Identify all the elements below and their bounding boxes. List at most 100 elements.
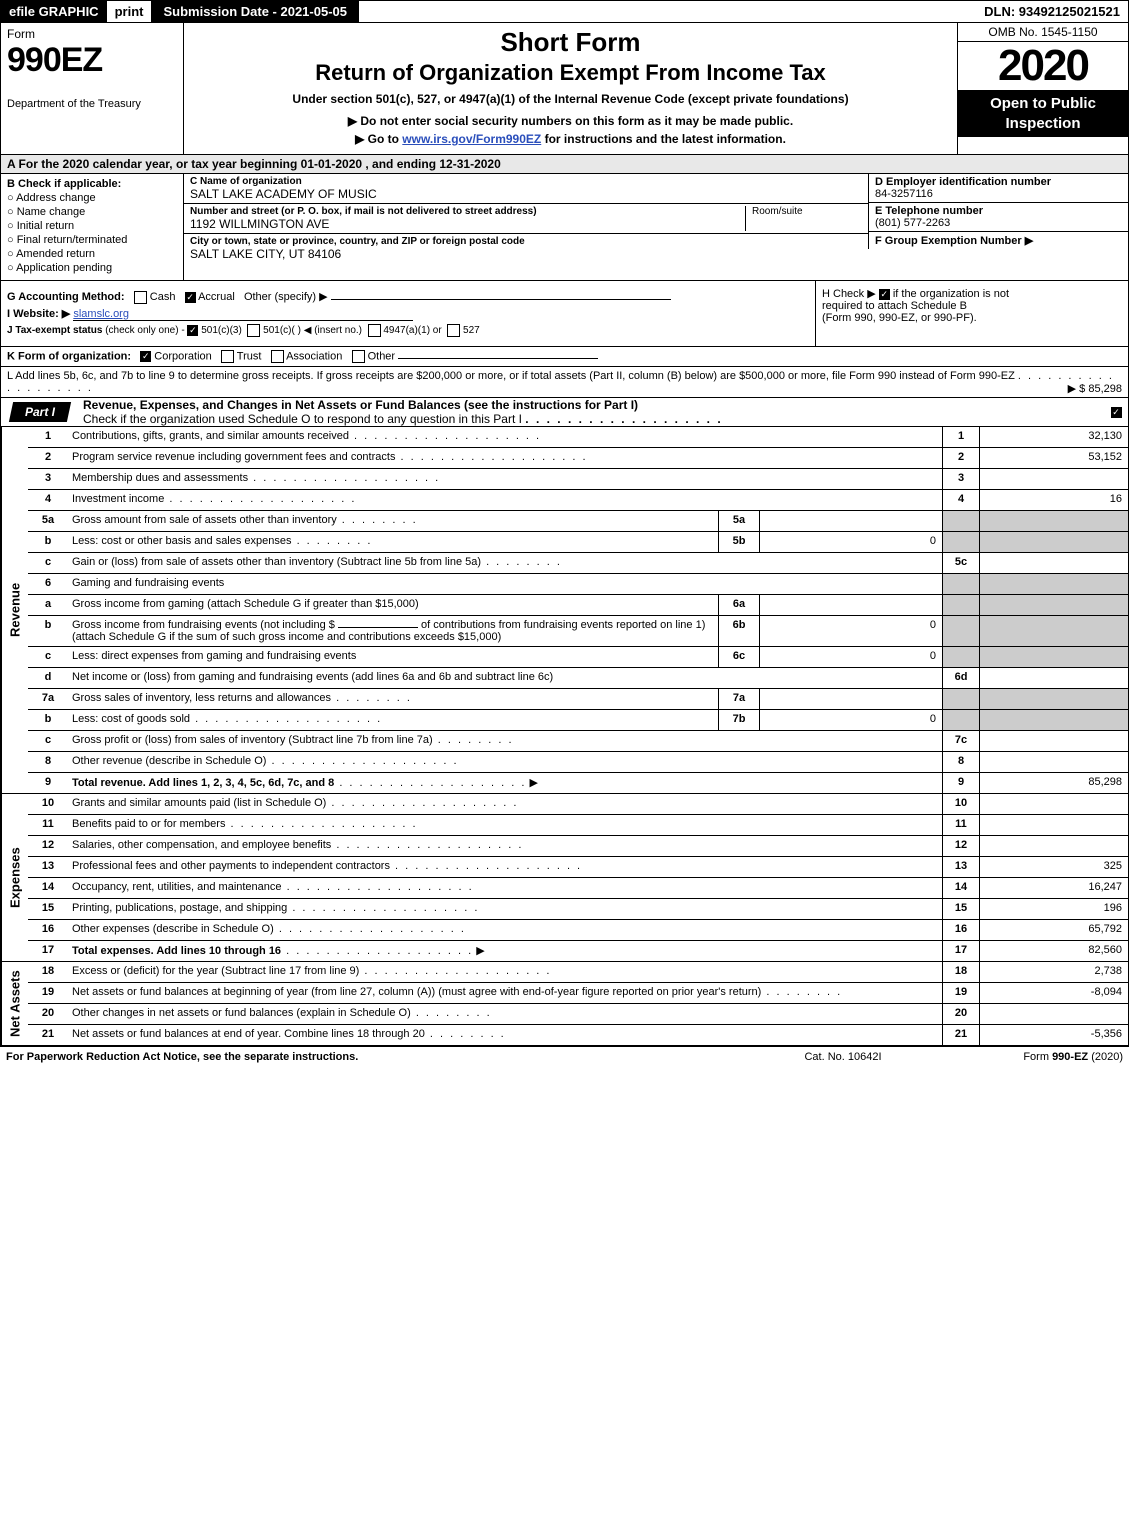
c16: 16 <box>942 920 979 940</box>
k-other-check[interactable] <box>352 350 365 363</box>
c2: 2 <box>942 448 979 468</box>
g-cash: Cash <box>150 291 176 303</box>
revenue-grid: Revenue 1 Contributions, gifts, grants, … <box>0 427 1129 794</box>
c15: 15 <box>942 899 979 919</box>
d12: Salaries, other compensation, and employ… <box>68 836 942 856</box>
line-7b: b Less: cost of goods sold 7b 0 <box>28 709 1128 730</box>
c6-shade <box>942 574 979 594</box>
c12: 12 <box>942 836 979 856</box>
h-checkbox[interactable]: ✓ <box>879 289 890 300</box>
org-name-row: C Name of organization SALT LAKE ACADEMY… <box>184 174 868 204</box>
efile-label: efile GRAPHIC <box>1 1 107 22</box>
d9: Total revenue. Add lines 1, 2, 3, 4, 5c,… <box>68 773 942 793</box>
n8: 8 <box>28 752 68 772</box>
v1: 32,130 <box>979 427 1128 447</box>
k-other-field[interactable] <box>398 358 598 359</box>
ein-value: 84-3257116 <box>875 188 1122 200</box>
part1-title: Revenue, Expenses, and Changes in Net As… <box>83 398 1104 426</box>
c5b-shade <box>942 532 979 552</box>
j-4947-check[interactable] <box>368 324 381 337</box>
c10: 10 <box>942 794 979 814</box>
j-501c-check[interactable] <box>247 324 260 337</box>
page-footer: For Paperwork Reduction Act Notice, see … <box>0 1046 1129 1067</box>
v6b-shade <box>979 616 1128 646</box>
d7a: Gross sales of inventory, less returns a… <box>68 689 718 709</box>
c3: 3 <box>942 469 979 489</box>
part1-checkbox[interactable]: ✓ <box>1104 405 1128 419</box>
v11 <box>979 815 1128 835</box>
header-middle: Short Form Return of Organization Exempt… <box>184 23 957 154</box>
v9: 85,298 <box>979 773 1128 793</box>
v21: -5,356 <box>979 1025 1128 1045</box>
j-opt4: 527 <box>463 325 480 336</box>
accrual-checkbox[interactable]: ✓ <box>185 292 196 303</box>
c5c: 5c <box>942 553 979 573</box>
d5c: Gain or (loss) from sale of assets other… <box>68 553 942 573</box>
line-7c: c Gross profit or (loss) from sales of i… <box>28 730 1128 751</box>
j-527-check[interactable] <box>447 324 460 337</box>
line-g: G Accounting Method: Cash ✓ Accrual Othe… <box>7 290 809 304</box>
ein-label: D Employer identification number <box>875 176 1122 188</box>
c11: 11 <box>942 815 979 835</box>
g-other-field[interactable] <box>331 299 671 300</box>
chk-address-change[interactable]: Address change <box>7 192 177 204</box>
c8: 8 <box>942 752 979 772</box>
g-other: Other (specify) ▶ <box>244 291 328 303</box>
c6a-shade <box>942 595 979 615</box>
line-5c: c Gain or (loss) from sale of assets oth… <box>28 552 1128 573</box>
d17: Total expenses. Add lines 10 through 16 … <box>68 941 942 961</box>
line-16: 16 Other expenses (describe in Schedule … <box>28 919 1128 940</box>
chk-final-return[interactable]: Final return/terminated <box>7 234 177 246</box>
cash-checkbox[interactable] <box>134 291 147 304</box>
chk-application-pending[interactable]: Application pending <box>7 262 177 274</box>
line-2: 2 Program service revenue including gove… <box>28 447 1128 468</box>
c7a-shade <box>942 689 979 709</box>
print-link[interactable]: print <box>107 1 152 22</box>
j-sub: (check only one) - <box>105 325 184 336</box>
spacer <box>359 1 976 22</box>
c6c-shade <box>942 647 979 667</box>
j-501c3-check[interactable]: ✓ <box>187 325 198 336</box>
d6: Gaming and fundraising events <box>68 574 942 594</box>
k-trust-check[interactable] <box>221 350 234 363</box>
n10: 10 <box>28 794 68 814</box>
chk-name-change[interactable]: Name change <box>7 206 177 218</box>
c5a-shade <box>942 511 979 531</box>
d11: Benefits paid to or for members <box>68 815 942 835</box>
irs-link[interactable]: www.irs.gov/Form990EZ <box>402 132 541 146</box>
k-assoc-check[interactable] <box>271 350 284 363</box>
open-public-badge: Open to Public Inspection <box>958 90 1128 137</box>
street-label: Number and street (or P. O. box, if mail… <box>190 206 745 217</box>
box-d: D Employer identification number 84-3257… <box>868 174 1128 203</box>
line-14: 14 Occupancy, rent, utilities, and maint… <box>28 877 1128 898</box>
line-6b: b Gross income from fundraising events (… <box>28 615 1128 646</box>
part1-tab: Part I <box>9 402 71 422</box>
chk-amended-return[interactable]: Amended return <box>7 248 177 260</box>
box-h: H Check ▶ ✓ if the organization is not r… <box>815 281 1128 346</box>
v7c <box>979 731 1128 751</box>
form-word: Form <box>7 27 177 41</box>
line-3: 3 Membership dues and assessments 3 <box>28 468 1128 489</box>
website-link[interactable]: slamslc.org <box>73 308 413 321</box>
subtitle: Under section 501(c), 527, or 4947(a)(1)… <box>194 92 947 106</box>
v6c-shade <box>979 647 1128 667</box>
6b-amount-field[interactable] <box>338 627 418 628</box>
v6-shade <box>979 574 1128 594</box>
h-l4: (Form 990, 990-EZ, or 990-PF). <box>822 312 977 324</box>
n6b: b <box>28 616 68 646</box>
d21: Net assets or fund balances at end of ye… <box>68 1025 942 1045</box>
line-11: 11 Benefits paid to or for members 11 <box>28 814 1128 835</box>
v4: 16 <box>979 490 1128 510</box>
n6: 6 <box>28 574 68 594</box>
line-6: 6 Gaming and fundraising events <box>28 573 1128 594</box>
line-8: 8 Other revenue (describe in Schedule O)… <box>28 751 1128 772</box>
chk-initial-return[interactable]: Initial return <box>7 220 177 232</box>
line-6a: a Gross income from gaming (attach Sched… <box>28 594 1128 615</box>
submission-date: Submission Date - 2021-05-05 <box>151 1 359 22</box>
line-6c: c Less: direct expenses from gaming and … <box>28 646 1128 667</box>
d3: Membership dues and assessments <box>68 469 942 489</box>
c7b-shade <box>942 710 979 730</box>
n6d: d <box>28 668 68 688</box>
group-exemption-label: F Group Exemption Number ▶ <box>875 234 1122 247</box>
k-corp-check[interactable]: ✓ <box>140 351 151 362</box>
